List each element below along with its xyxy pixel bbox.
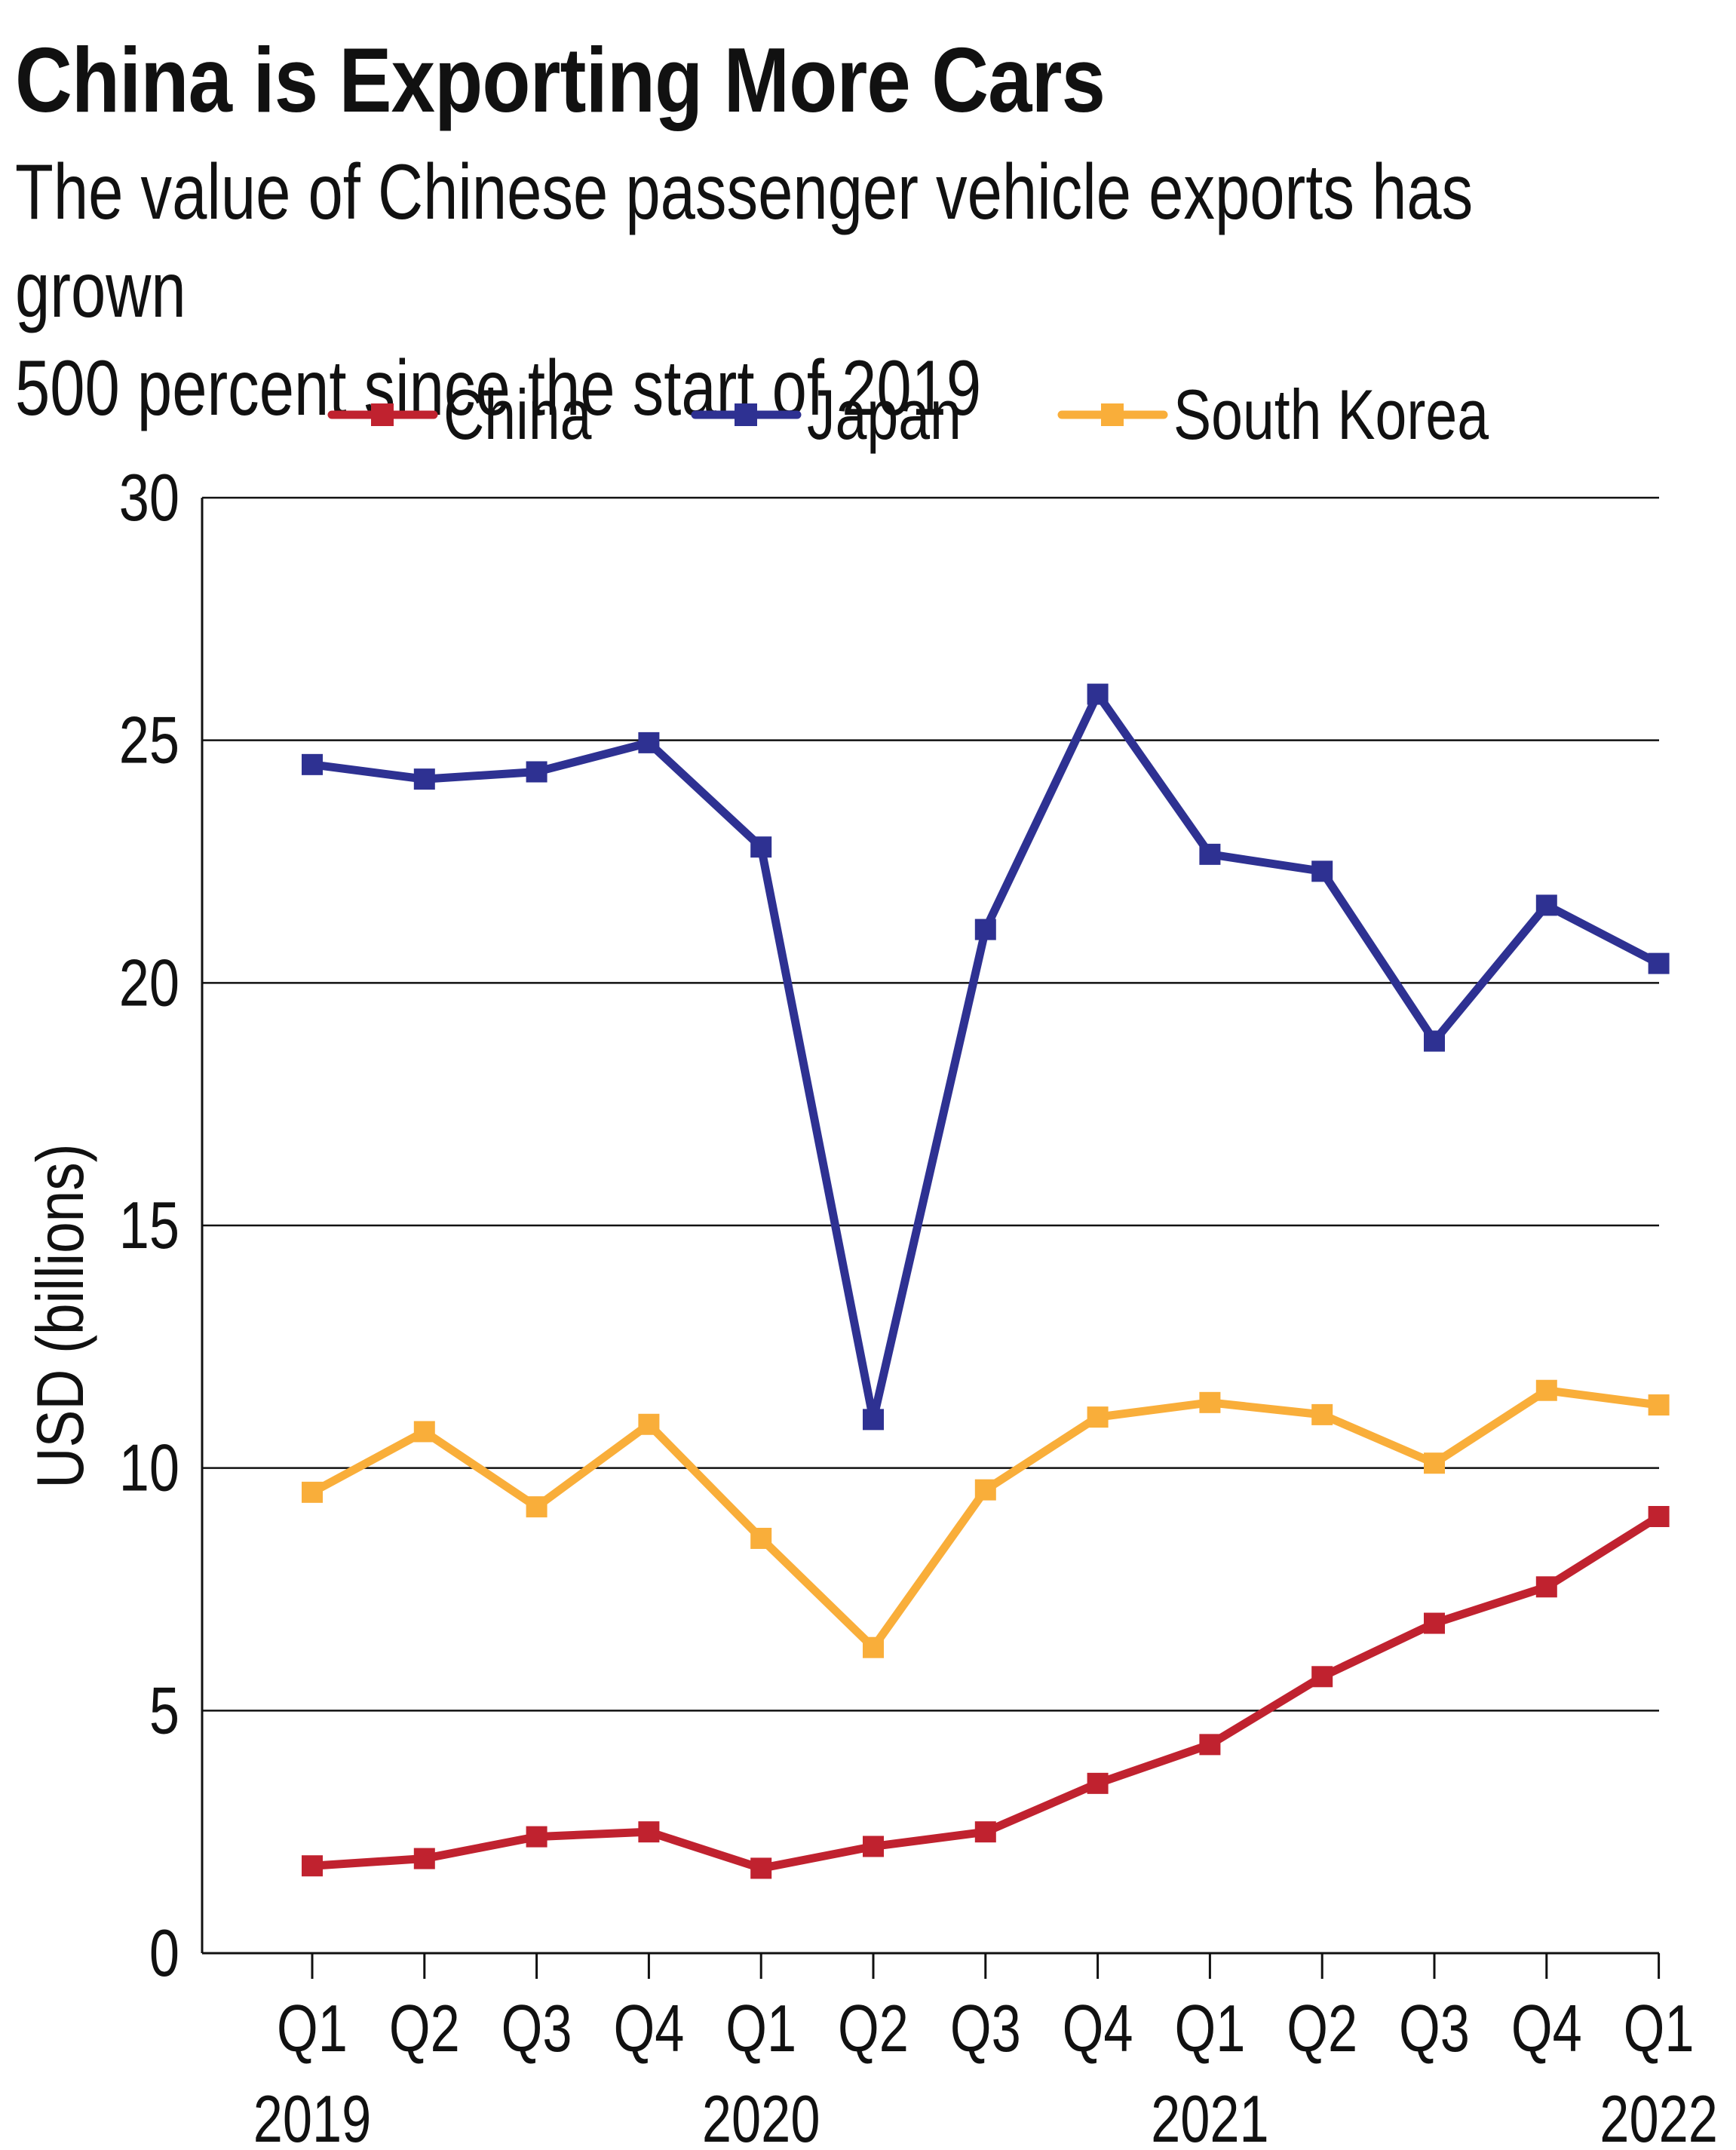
series-point-japan-9 [1311, 860, 1333, 882]
y-tick-label-20: 20 [119, 946, 179, 1020]
series-point-china-3 [638, 1821, 660, 1843]
y-axis-label: USD (billions) [23, 1143, 97, 1488]
series-point-japan-3 [638, 731, 660, 753]
series-point-china-6 [974, 1821, 996, 1843]
year-label-2021: 2021 [1151, 2081, 1269, 2150]
series-point-south-korea-12 [1648, 1394, 1670, 1416]
series-point-china-12 [1648, 1506, 1670, 1527]
series-point-japan-4 [750, 836, 772, 858]
x-tick-label-12: Q1 [1624, 1991, 1695, 2065]
x-tick-label-8: Q1 [1174, 1991, 1245, 2065]
series-point-china-0 [302, 1855, 323, 1877]
x-tick-label-9: Q2 [1287, 1991, 1357, 2065]
series-point-china-8 [1199, 1734, 1221, 1756]
series-point-south-korea-7 [1087, 1406, 1109, 1428]
legend-marker-south-korea [1101, 403, 1124, 426]
legend-label-south-korea: South Korea [1173, 376, 1489, 455]
chart-title: China is Exporting More Cars [15, 29, 1106, 131]
y-tick-label-25: 25 [119, 704, 179, 777]
series-point-south-korea-8 [1199, 1391, 1221, 1413]
series-point-south-korea-3 [638, 1413, 660, 1435]
series-point-china-7 [1087, 1772, 1109, 1794]
series-line-south-korea [308, 1386, 1664, 1652]
x-tick-label-10: Q3 [1399, 1991, 1470, 2065]
series-point-japan-8 [1199, 843, 1221, 865]
series-point-china-11 [1535, 1576, 1557, 1598]
x-tick-label-1: Q2 [389, 1991, 460, 2065]
series-point-china-5 [863, 1836, 884, 1857]
x-tick-label-0: Q1 [277, 1991, 348, 2065]
series-point-japan-1 [413, 768, 435, 790]
y-tick-label-15: 15 [119, 1188, 179, 1262]
y-tick-label-30: 30 [119, 461, 179, 535]
series-point-south-korea-0 [302, 1481, 323, 1503]
series-point-japan-0 [302, 753, 323, 775]
chart-subtitle: The value of Chinese passenger vehicle e… [15, 143, 1560, 437]
series-point-japan-12 [1648, 952, 1670, 974]
series-point-japan-7 [1087, 683, 1109, 705]
subtitle-line-1: The value of Chinese passenger vehicle e… [15, 149, 1474, 334]
series-line-china [308, 1512, 1664, 1872]
series-line-japan [308, 690, 1664, 1424]
series-point-south-korea-2 [526, 1496, 547, 1518]
year-label-2020: 2020 [702, 2081, 820, 2150]
series-point-japan-5 [863, 1409, 884, 1431]
series-point-china-9 [1311, 1666, 1333, 1688]
series-point-south-korea-6 [974, 1479, 996, 1501]
series-point-south-korea-1 [413, 1421, 435, 1443]
x-tick-label-2: Q3 [501, 1991, 572, 2065]
series-point-japan-11 [1535, 894, 1557, 916]
series-point-japan-6 [974, 919, 996, 940]
x-tick-label-7: Q4 [1063, 1991, 1133, 2065]
series-point-china-4 [750, 1857, 772, 1879]
x-tick-label-11: Q4 [1511, 1991, 1582, 2065]
subtitle-line-2: 500 percent since the start of 2019 [15, 345, 982, 432]
series-point-south-korea-9 [1311, 1403, 1333, 1425]
x-tick-label-4: Q1 [725, 1991, 796, 2065]
series-point-south-korea-10 [1424, 1452, 1445, 1474]
year-label-2019: 2019 [253, 2081, 372, 2150]
y-tick-label-5: 5 [149, 1674, 179, 1748]
legend-marker-china [371, 403, 394, 426]
y-tick-label-0: 0 [149, 1916, 179, 1990]
y-tick-label-10: 10 [119, 1431, 179, 1505]
x-tick-label-6: Q3 [950, 1991, 1021, 2065]
legend-marker-japan [735, 403, 757, 426]
series-point-japan-10 [1424, 1030, 1445, 1052]
legend-label-japan: Japan [807, 376, 962, 455]
series-point-china-10 [1424, 1612, 1445, 1634]
x-tick-label-5: Q2 [838, 1991, 909, 2065]
series-point-china-1 [413, 1848, 435, 1869]
year-label-2022: 2022 [1600, 2081, 1718, 2150]
series-point-south-korea-11 [1535, 1379, 1557, 1401]
series-point-south-korea-4 [750, 1527, 772, 1549]
series-point-south-korea-5 [863, 1636, 884, 1658]
x-tick-label-3: Q4 [613, 1991, 684, 2065]
series-point-japan-2 [526, 761, 547, 783]
legend-label-china: China [443, 376, 592, 455]
series-point-china-2 [526, 1826, 547, 1848]
